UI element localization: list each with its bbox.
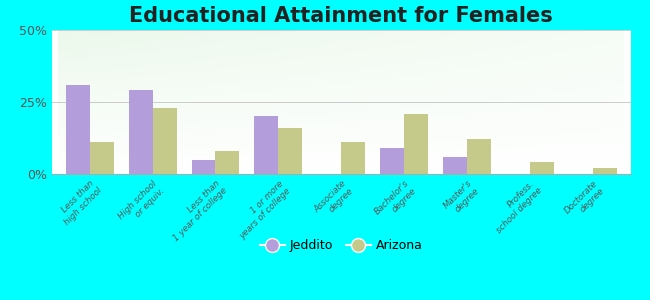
Bar: [129, 91, 153, 174]
Bar: [255, 116, 278, 174]
Legend: Jeddito, Arizona: Jeddito, Arizona: [255, 234, 428, 257]
Bar: [530, 163, 554, 174]
Bar: [467, 140, 491, 174]
Bar: [66, 85, 90, 174]
Bar: [593, 168, 617, 174]
Bar: [404, 113, 428, 174]
Bar: [216, 151, 239, 174]
Bar: [278, 128, 302, 174]
Bar: [153, 108, 177, 174]
Bar: [90, 142, 114, 174]
Bar: [380, 148, 404, 174]
Bar: [192, 160, 216, 174]
Title: Educational Attainment for Females: Educational Attainment for Females: [129, 6, 553, 26]
Bar: [341, 142, 365, 174]
Bar: [443, 157, 467, 174]
